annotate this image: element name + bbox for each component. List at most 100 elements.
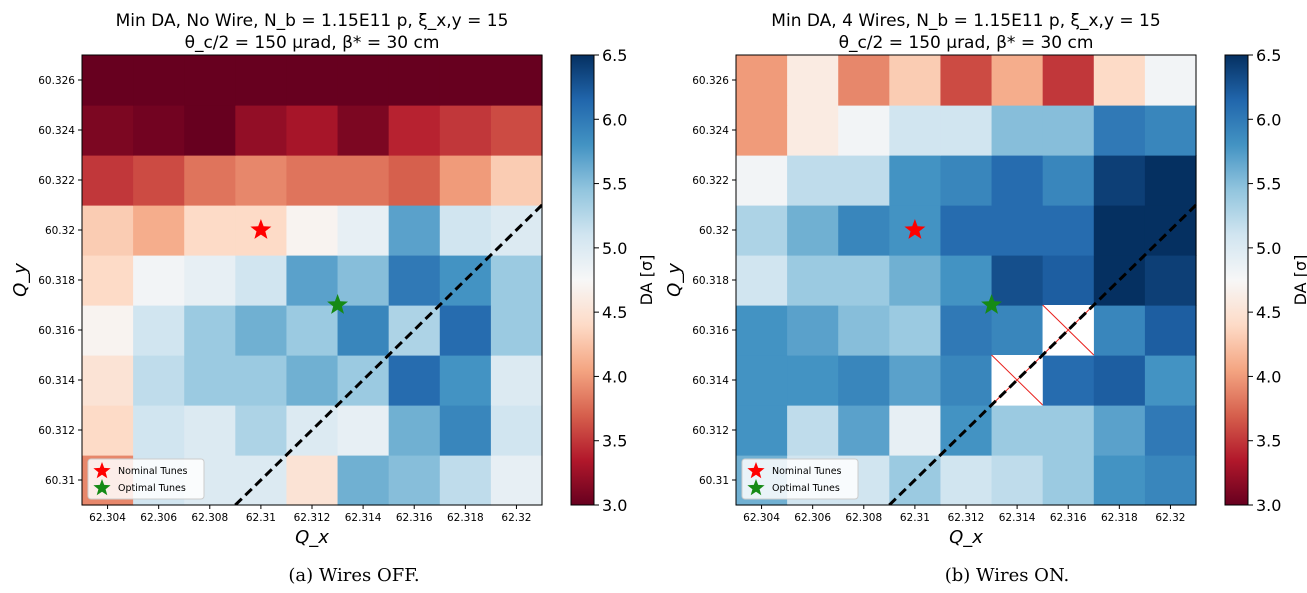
heatmap-cell	[490, 155, 543, 206]
heatmap-cell	[991, 105, 1044, 156]
resonance-diagonal-line	[234, 203, 542, 505]
x-tick-label: 62.318	[1101, 512, 1138, 524]
colorbar-tick-label: 5.5	[1256, 175, 1281, 194]
heatmap-cell	[736, 205, 788, 256]
heatmap-cell	[490, 55, 543, 106]
heatmap-panel-2: 62.304 62.306 62.308 62.31 62.312 62.314 62.31…	[664, 11, 1307, 586]
y-axis-label: Q_y	[10, 263, 31, 297]
y-tick-label: 60.326	[38, 75, 75, 87]
heatmap-cell	[439, 155, 492, 206]
legend-nominal-label: Nominal Tunes	[772, 466, 842, 477]
heatmap-cell	[490, 405, 543, 456]
heatmap-cell	[133, 255, 185, 306]
heatmap-cell	[133, 55, 185, 106]
legend-nominal-icon	[93, 462, 111, 479]
y-tick-label: 60.32	[45, 225, 75, 237]
heatmap-cell	[1093, 455, 1146, 506]
heatmap-cell	[889, 405, 942, 456]
heatmap-cell	[235, 255, 288, 306]
legend-box	[741, 458, 859, 500]
legend: Nominal Tunes Optimal Tunes	[741, 458, 859, 500]
heatmap-cell	[184, 355, 236, 406]
colorbar-tick-label: 4.5	[602, 303, 627, 322]
colorbar: 3.0 3.5 4.0 4.5 5.0 5.5 6.0 6.5 DA [σ]	[570, 46, 656, 515]
y-tick-label: 60.322	[692, 175, 729, 187]
heatmap-cell	[439, 305, 492, 356]
y-tick-label: 60.312	[692, 425, 729, 437]
heatmap-cell	[388, 55, 441, 106]
heatmap-cell	[82, 405, 134, 456]
colorbar-tick-label: 3.0	[602, 496, 627, 515]
heatmap-cell	[490, 455, 543, 506]
colorbar-tick-label: 3.5	[1256, 432, 1281, 451]
heatmap-cell	[286, 255, 339, 306]
x-tick-label: 62.306	[140, 512, 177, 524]
colorbar-tick-label: 6.5	[1256, 46, 1281, 65]
heatmap-cell	[889, 355, 942, 406]
chart-subtitle: θ_c/2 = 150 μrad, β* = 30 cm	[839, 33, 1094, 53]
heatmap-cell	[736, 405, 788, 456]
heatmap-cell	[388, 455, 441, 506]
heatmap-cell	[184, 55, 236, 106]
heatmap-cell	[82, 105, 134, 156]
x-tick-label: 62.314	[999, 512, 1036, 524]
heatmap-cell	[133, 105, 185, 156]
y-tick-label: 60.318	[38, 275, 75, 287]
heatmap-cell	[1144, 405, 1197, 456]
colorbar: 3.0 3.5 4.0 4.5 5.0 5.5 6.0 6.5 DA [σ]	[1224, 46, 1307, 515]
heatmap-cell	[787, 405, 839, 456]
x-tick-label: 62.308	[845, 512, 882, 524]
heatmap-cell	[235, 355, 288, 406]
heatmap-cell	[1093, 105, 1146, 156]
heatmap-cell	[286, 455, 339, 506]
heatmap-cell	[838, 405, 890, 456]
colorbar-tick-label: 6.0	[602, 110, 627, 129]
heatmap-cell	[736, 255, 788, 306]
heatmap-cell	[889, 305, 942, 356]
resonance-diagonal-line	[888, 203, 1196, 505]
heatmap-cell	[1042, 55, 1095, 106]
heatmap-cell	[490, 255, 543, 306]
heatmap-cell	[184, 105, 236, 156]
y-tick-label: 60.314	[38, 375, 75, 387]
heatmap-cell	[991, 455, 1044, 506]
legend: Nominal Tunes Optimal Tunes	[87, 458, 205, 500]
heatmap-cell	[184, 255, 236, 306]
heatmap-cell	[133, 205, 185, 256]
x-tick-label: 62.312	[294, 512, 331, 524]
heatmap-cell	[490, 305, 543, 356]
heatmap-cell	[736, 105, 788, 156]
heatmap-cell	[838, 205, 890, 256]
optimal-tune-marker	[981, 294, 1002, 314]
heatmap-cell	[388, 405, 441, 456]
x-tick-label: 62.32	[501, 512, 531, 524]
heatmap-cell	[838, 305, 890, 356]
colorbar-label: DA [σ]	[637, 255, 656, 306]
heatmap-cell	[940, 305, 993, 356]
colorbar-tick-label: 4.5	[1256, 303, 1281, 322]
heatmap-cell	[1144, 355, 1197, 406]
x-tick-label: 62.308	[191, 512, 228, 524]
x-tick-label: 62.304	[89, 512, 126, 524]
colorbar-tick-label: 5.0	[602, 239, 627, 258]
heatmap-cell	[991, 155, 1044, 206]
heatmap-cell	[787, 355, 839, 406]
heatmap-cell	[787, 205, 839, 256]
legend-optimal-label: Optimal Tunes	[118, 483, 186, 494]
heatmap-cell	[388, 105, 441, 156]
x-axis-label: Q_x	[949, 527, 983, 548]
colorbar-tick-label: 6.5	[602, 46, 627, 65]
heatmap-cell	[82, 55, 134, 106]
heatmap-cell	[736, 155, 788, 206]
nominal-tune-marker	[250, 219, 272, 239]
heatmap-cell	[838, 355, 890, 406]
y-tick-label: 60.316	[38, 325, 75, 337]
y-tick-label: 60.324	[692, 125, 729, 137]
x-tick-label: 62.314	[345, 512, 382, 524]
colorbar-tick-label: 3.0	[1256, 496, 1281, 515]
legend-optimal-icon	[747, 479, 765, 496]
heatmap-cell	[1144, 105, 1197, 156]
x-tick-label: 62.31	[246, 512, 276, 524]
heatmap-cell	[1144, 455, 1197, 506]
legend-box	[87, 458, 205, 500]
